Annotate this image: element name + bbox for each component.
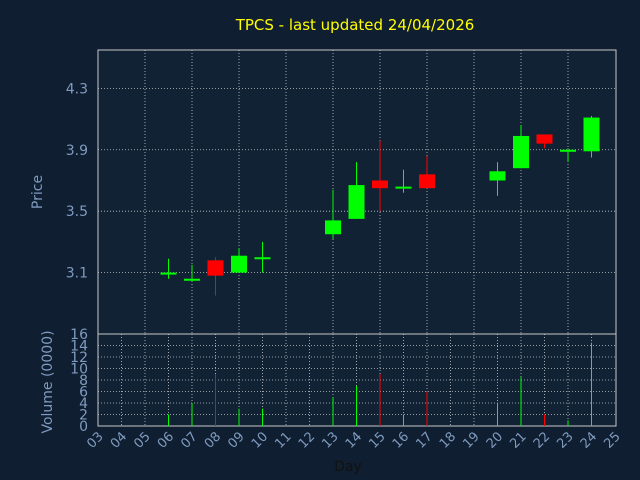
price-tick-label: 4.3 [66,81,88,97]
candle-body [325,220,341,235]
candle-body [513,135,529,169]
price-panel: 3.1 3.5 3.9 4.3 [66,49,617,335]
x-tick-label: 08 [202,429,224,451]
candle-body [419,174,435,189]
volume-tick-label: 6 [79,385,88,401]
candlesticks [160,116,600,296]
x-tick-label: 13 [319,429,341,451]
x-tick-label: 22 [531,429,553,451]
x-tick-label: 17 [413,429,435,451]
x-tick-label: 20 [484,429,506,451]
x-tick-label: 23 [554,429,576,451]
x-tick-label: 21 [507,429,529,451]
volume-tick-label: 14 [70,339,88,355]
x-tick-label: 15 [366,429,388,451]
candle-body [560,149,576,152]
x-tick-label: 25 [601,429,623,451]
x-tick-label: 14 [343,429,365,451]
x-tick-label: 06 [155,429,177,451]
candle-body [583,117,600,152]
x-tick-label: 16 [390,429,412,451]
volume-tick-label: 2 [79,408,88,424]
price-tick-label: 3.5 [66,204,88,220]
volume-tick-label: 4 [79,396,88,412]
volume-tick-label: 0 [79,419,88,435]
volume-tick-label: 16 [70,327,88,343]
x-tick-label: 10 [249,429,271,451]
volume-tick-label: 10 [70,362,88,378]
x-tick-label: 07 [178,429,200,451]
x-tick-label: 05 [131,429,153,451]
price-tick-label: 3.9 [66,143,88,159]
candle-body [184,278,200,281]
x-tick-label: 24 [578,429,600,451]
chart-title: TPCS - last updated 24/04/2026 [235,16,475,34]
x-tick-label: 12 [296,429,318,451]
candle-body [489,171,506,181]
volume-tick-label: 8 [79,373,88,389]
candle-body [348,185,365,219]
candle-body [395,186,412,189]
candle-body [536,134,553,144]
price-axis-label: Price [30,175,46,209]
x-tick-labels: 03 04 05 06 07 08 09 10 11 12 13 14 15 16 17 18 19 20 21 22… [84,429,623,451]
x-axis-label: Day [334,459,362,475]
price-tick-label: 3.1 [66,266,88,282]
x-tick-label: 19 [460,429,482,451]
x-tick-label: 04 [108,429,130,451]
x-tick-label: 09 [225,429,247,451]
candle-body [372,180,388,189]
candle-body [160,272,177,275]
candle-body [207,260,224,276]
candle-body [254,257,271,260]
volume-axis-label: Volume (0000) [40,330,56,433]
candle-body [231,255,247,273]
volume-bars [168,342,592,426]
volume-tick-label: 12 [70,350,88,366]
x-tick-label: 11 [272,429,294,451]
price-tick-labels: 3.1 3.5 3.9 4.3 [66,81,88,281]
x-tick-label: 18 [437,429,459,451]
